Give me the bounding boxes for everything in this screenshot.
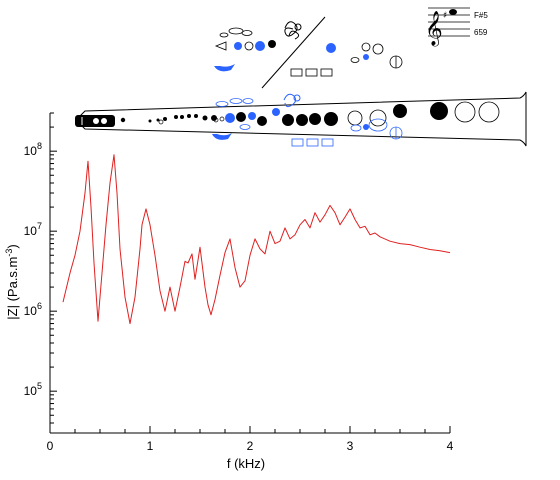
tone-hole-top-2 (244, 41, 254, 51)
treble-clef-icon: 𝄞 (425, 11, 443, 47)
plot-axes (49, 113, 450, 434)
key-oval-blue-1 (215, 101, 229, 107)
tone-hole-top-5 (326, 43, 336, 53)
x-ticks: 0 1 2 3 4 (47, 426, 454, 453)
y-axis-title-main: |Z| (Pa.s.m (5, 257, 20, 320)
note-head-icon (449, 9, 457, 15)
tone-hole-blue-5 (363, 124, 369, 130)
side-key-1 (290, 68, 303, 77)
series-group (62, 154, 451, 325)
tone-hole-top-1 (234, 42, 242, 50)
key-oval-4 (350, 57, 360, 63)
side-key-3 (320, 68, 333, 77)
x-axis-title: f (kHz) (227, 456, 265, 471)
keywork-diagram (214, 16, 403, 89)
tone-hole-blue-3 (272, 108, 280, 116)
tone-holes-main (202, 102, 448, 126)
key-oval-blue-6 (239, 124, 251, 130)
clarinet-body (75, 91, 527, 147)
tone-hole-blue-1 (225, 113, 235, 123)
side-key-blue-2 (306, 138, 319, 147)
key-oval-blue-4 (350, 124, 362, 132)
x-tick-label: 2 (247, 439, 254, 453)
y-tick-label: 105 (24, 381, 42, 398)
side-key-blue-1 (291, 138, 304, 147)
y-tick-label: 107 (24, 221, 42, 238)
key-oval-3 (219, 32, 229, 38)
tone-hole-top-6 (361, 42, 371, 52)
open-hole-4 (478, 101, 500, 123)
staff-lines (428, 7, 470, 37)
x-tick-label: 0 (47, 439, 54, 453)
trill-key-pair (389, 55, 403, 69)
note-name: F#5 (474, 11, 488, 20)
side-key-blue-3 (321, 138, 334, 147)
y-axis-title: |Z| (Pa.s.m-3) (4, 244, 20, 319)
key-cluster-top (284, 21, 302, 40)
side-key-2 (305, 68, 318, 77)
impedance-curve (62, 154, 451, 325)
trill-key-pair-blue (389, 126, 403, 140)
sharp-icon: ♯ (443, 11, 447, 21)
tone-hole-top-4 (268, 40, 276, 48)
key-oval-blue-3 (242, 98, 254, 104)
thumb-key-top (214, 64, 235, 72)
open-hole-3 (454, 101, 476, 123)
key-oval-blue-2 (229, 98, 243, 104)
tone-holes-small (120, 114, 198, 123)
thumb-key-mid (212, 133, 232, 140)
tone-hole-top-7 (372, 43, 384, 55)
y-tick-label: 106 (24, 301, 42, 318)
y-axis-title-close: ) (5, 244, 20, 248)
key-triangle (214, 41, 227, 51)
key-oval-blue-5 (368, 118, 388, 132)
tone-hole-top-8 (363, 54, 369, 60)
tone-hole-blue-2 (248, 112, 256, 120)
y-axis-title-exponent: -3 (4, 249, 14, 257)
key-oval-1 (228, 27, 244, 35)
y-ticks: 105 106 107 108 (24, 112, 57, 434)
key-cluster-mid (283, 93, 301, 108)
key-rod-top (261, 16, 326, 89)
y-tick-label: 108 (24, 141, 42, 158)
key-oval-2 (241, 30, 253, 36)
x-tick-label: 1 (147, 439, 154, 453)
x-tick-label: 4 (447, 439, 454, 453)
tone-hole-top-3 (255, 41, 265, 51)
note-frequency: 659 (474, 28, 488, 37)
open-hole-2 (369, 109, 387, 127)
x-tick-label: 3 (347, 439, 354, 453)
note-panel: 𝄞 ♯ F#5 659 (425, 7, 488, 47)
